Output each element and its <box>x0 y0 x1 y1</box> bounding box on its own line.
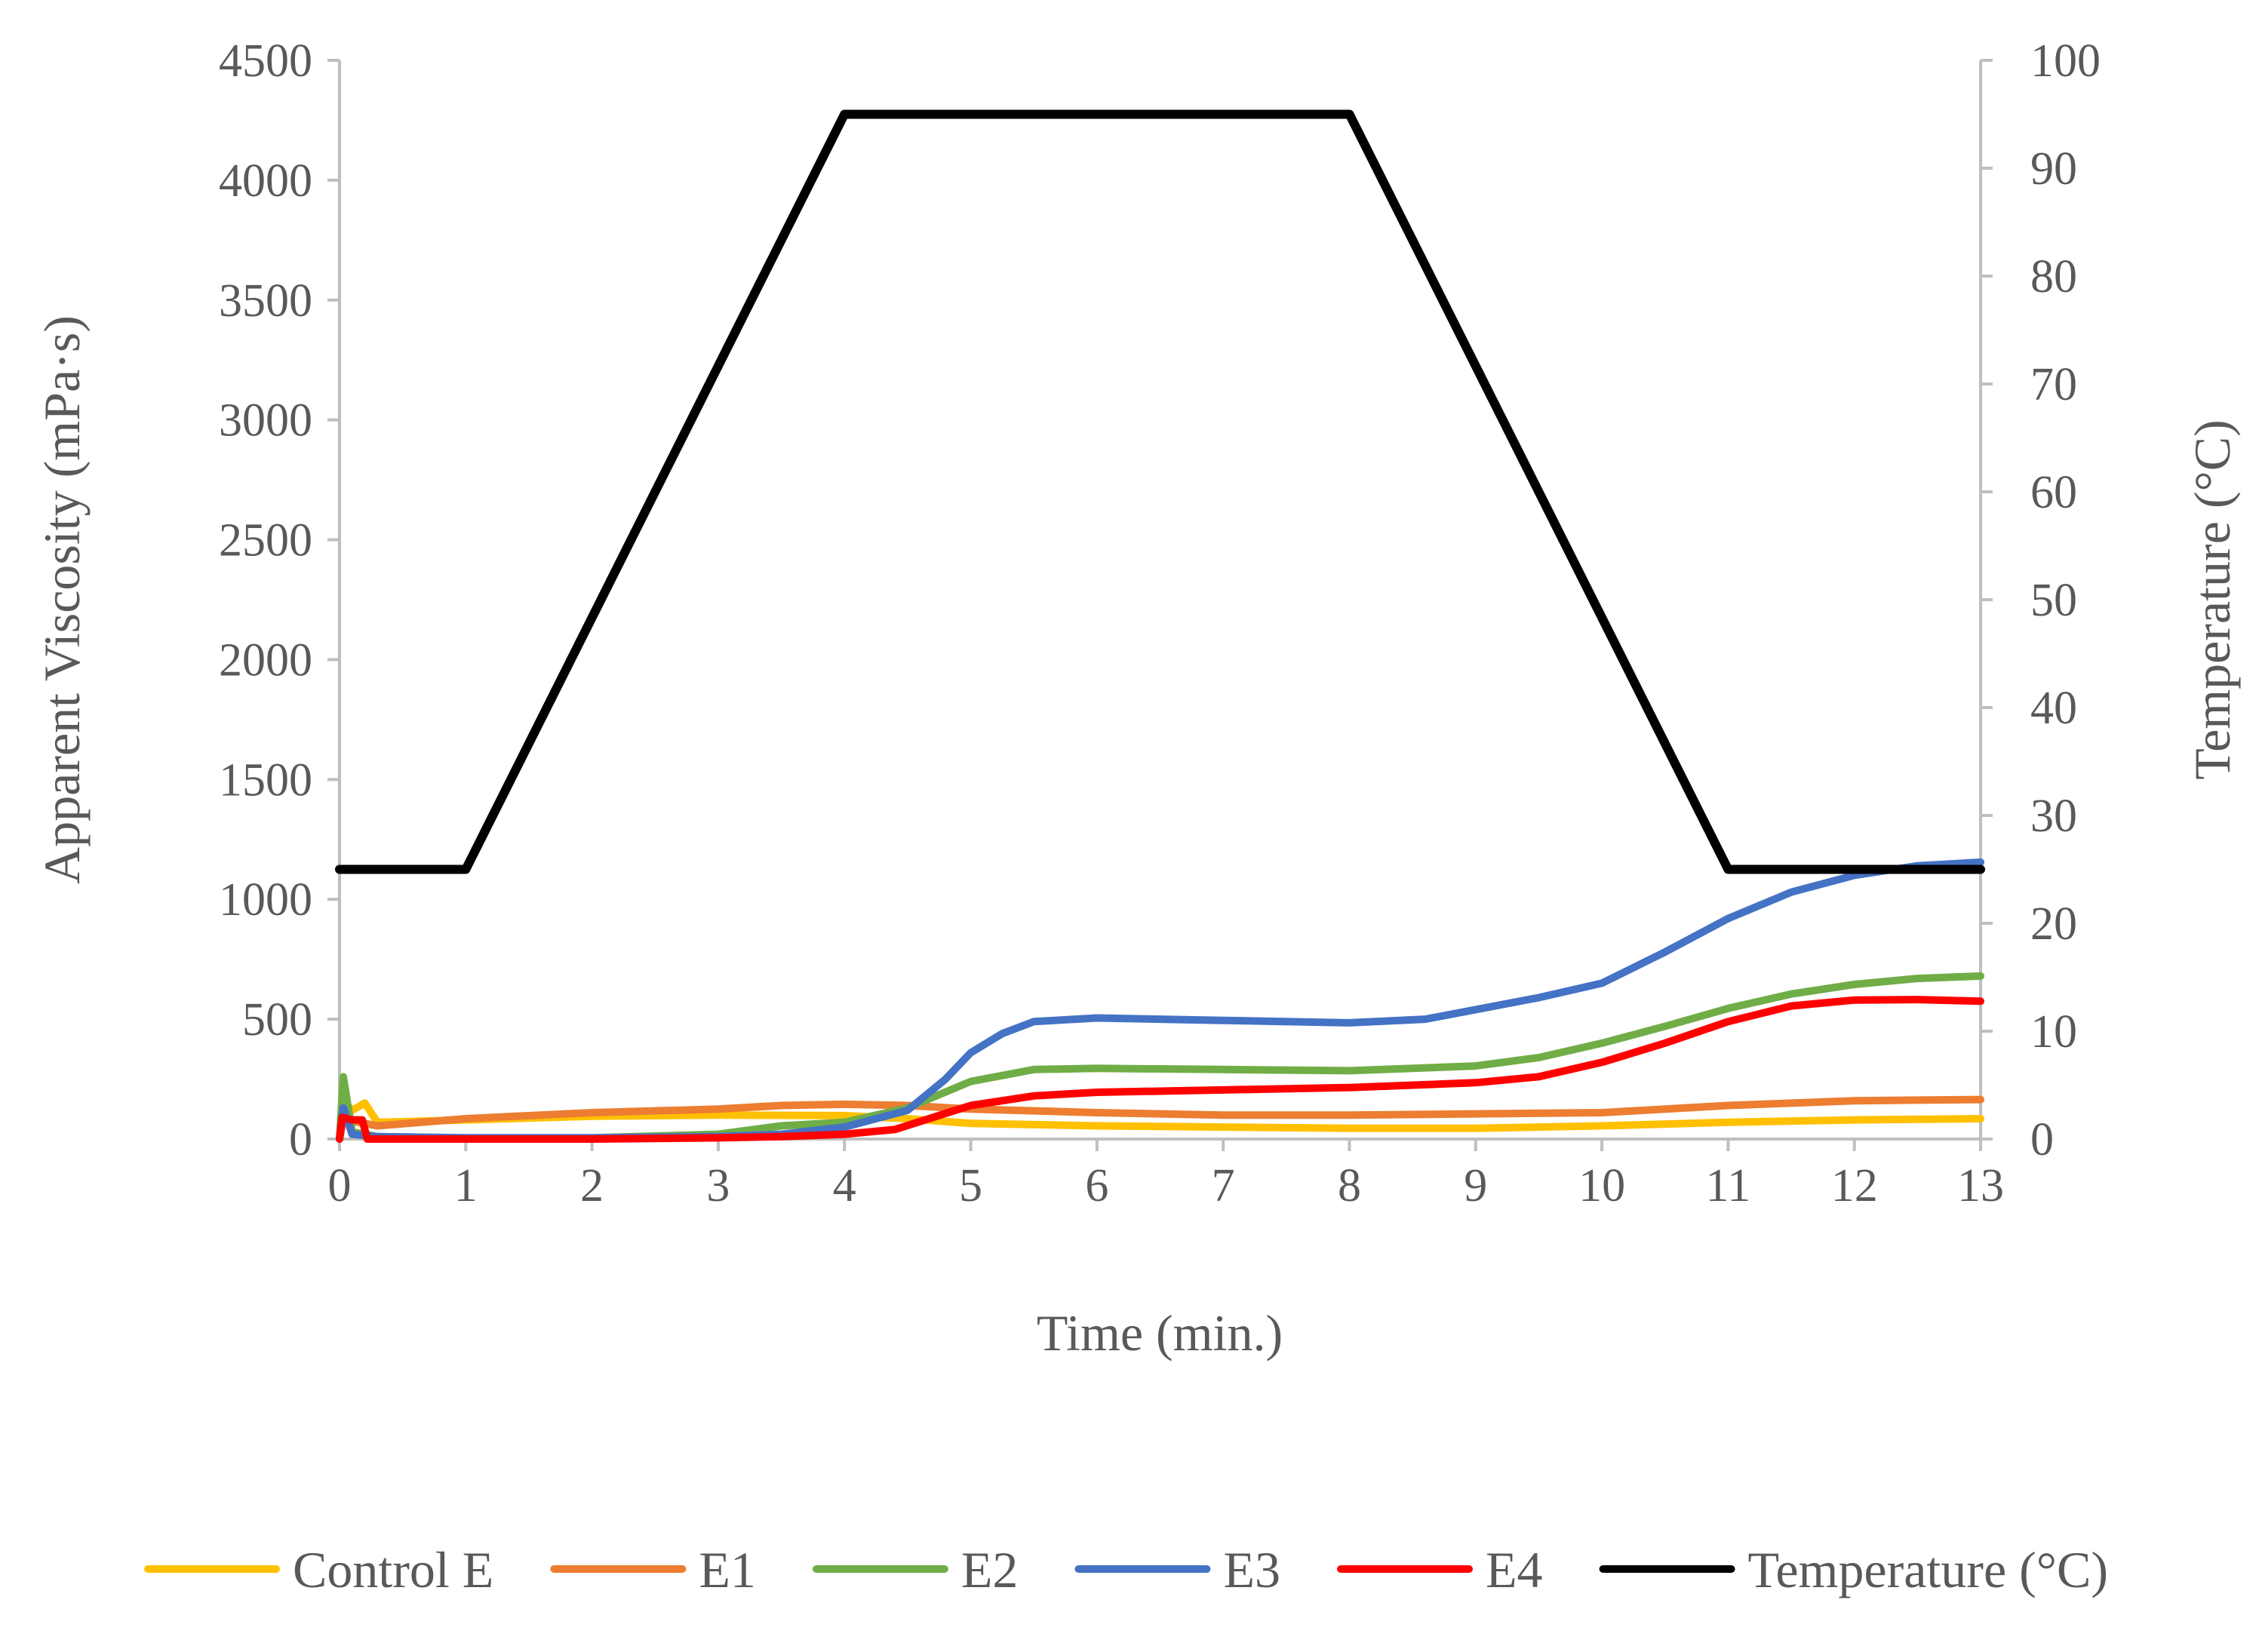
y-tick-label: 4000 <box>219 155 312 207</box>
series-line-e3 <box>336 858 1984 1143</box>
y2-tick-label: 100 <box>2030 35 2101 87</box>
x-tick-label: 0 <box>328 1160 352 1211</box>
legend-item-e1: E1 <box>550 1541 756 1598</box>
y-tick-label: 0 <box>289 1114 312 1165</box>
y-tick-label: 2000 <box>219 634 312 686</box>
y-tick-label: 3000 <box>219 395 312 447</box>
x-tick-label: 8 <box>1338 1160 1361 1211</box>
y-tick-label: 4500 <box>219 35 312 87</box>
y2-tick-label: 70 <box>2030 359 2077 410</box>
y2-tick-label: 40 <box>2030 683 2077 734</box>
y2-tick-label: 50 <box>2030 575 2077 626</box>
x-tick-label: 5 <box>959 1160 982 1211</box>
legend-item-e2: E2 <box>812 1541 1019 1598</box>
x-tick-label: 2 <box>580 1160 604 1211</box>
x-tick-label: 9 <box>1464 1160 1487 1211</box>
y-axis-ticks: 0 500 1000 1500 2000 2500 3000 3500 4000 4500 <box>219 35 340 1165</box>
legend-label: Control E <box>293 1541 493 1598</box>
y2-tick-label: 20 <box>2030 898 2077 950</box>
y2-tick-label: 60 <box>2030 467 2077 518</box>
y2-axis-title: Temperature (°C) <box>2184 419 2241 779</box>
x-tick-label: 10 <box>1578 1160 1625 1211</box>
legend: Control E E1 E2 E3 E4 Temperature (°C) <box>144 1541 2108 1598</box>
legend-item-temperature-c: Temperature (°C) <box>1599 1541 2108 1598</box>
legend-item-control-e: Control E <box>144 1541 493 1598</box>
series-line-control-e <box>336 1097 1984 1143</box>
legend-item-e4: E4 <box>1336 1541 1543 1598</box>
y2-tick-label: 80 <box>2030 251 2077 302</box>
legend-label: E1 <box>699 1541 756 1598</box>
x-tick-label: 6 <box>1085 1160 1108 1211</box>
y-tick-label: 2500 <box>219 515 312 567</box>
y-axis-title: Apparent Viscosity (mPa·s) <box>33 315 91 884</box>
series-lines <box>335 109 1985 1143</box>
x-axis-ticks: 0 1 2 3 4 5 6 7 8 9 10 11 12 13 <box>328 1139 2004 1211</box>
x-tick-label: 12 <box>1831 1160 1878 1211</box>
series-line-temperature-c <box>335 109 1985 874</box>
y-tick-label: 500 <box>242 994 312 1046</box>
legend-label: E4 <box>1486 1541 1543 1598</box>
x-tick-label: 13 <box>1957 1160 2004 1211</box>
y2-axis-ticks: 0 10 20 30 40 50 60 70 80 90 100 <box>1981 35 2101 1165</box>
series-line-e4 <box>336 996 1984 1143</box>
y2-tick-label: 90 <box>2030 143 2077 195</box>
x-tick-label: 7 <box>1212 1160 1235 1211</box>
y-tick-label: 3500 <box>219 275 312 327</box>
legend-item-e3: E3 <box>1074 1541 1280 1598</box>
y2-tick-label: 10 <box>2030 1006 2077 1058</box>
legend-label: E3 <box>1223 1541 1280 1598</box>
x-tick-label: 1 <box>454 1160 478 1211</box>
y2-tick-label: 30 <box>2030 791 2077 842</box>
x-axis-title: Time (min.) <box>1037 1304 1283 1362</box>
x-tick-label: 3 <box>706 1160 730 1211</box>
y2-tick-label: 0 <box>2030 1114 2054 1165</box>
y-tick-label: 1000 <box>219 874 312 926</box>
x-tick-label: 11 <box>1706 1160 1751 1211</box>
x-tick-label: 4 <box>833 1160 856 1211</box>
legend-label: E2 <box>961 1541 1019 1598</box>
legend-label: Temperature (°C) <box>1748 1541 2108 1598</box>
y-tick-label: 1500 <box>219 754 312 806</box>
